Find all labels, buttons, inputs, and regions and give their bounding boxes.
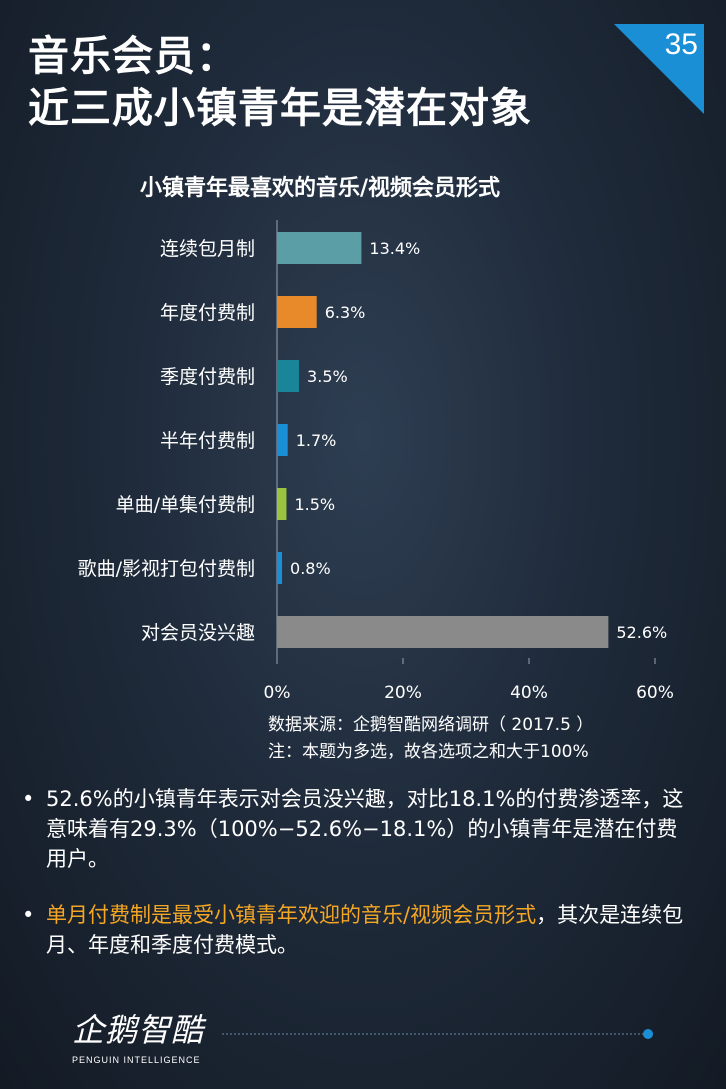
bar xyxy=(277,616,609,648)
data-label: 13.4% xyxy=(369,239,420,258)
footer-divider xyxy=(222,1029,653,1039)
page-title: 音乐会员： 近三成小镇青年是潜在对象 xyxy=(28,30,532,134)
data-label: 1.7% xyxy=(296,431,337,450)
data-label: 1.5% xyxy=(294,495,335,514)
bar xyxy=(277,424,288,456)
logo-name: 企鹅智酷 xyxy=(72,1011,205,1049)
category-label: 歌曲/影视打包付费制 xyxy=(78,558,255,580)
x-tick-label: 60% xyxy=(636,683,674,703)
bullet-icon: • xyxy=(22,787,35,811)
category-label: 连续包月制 xyxy=(160,238,255,260)
x-tick-label: 40% xyxy=(510,683,548,703)
bar xyxy=(277,360,300,392)
title-line-2: 近三成小镇青年是潜在对象 xyxy=(28,84,532,132)
insight-text-1: 52.6%的小镇青年表示对会员没兴趣，对比18.1%的付费渗透率，这意味着有29… xyxy=(46,787,684,871)
bar xyxy=(277,552,283,584)
category-label: 半年付费制 xyxy=(160,430,255,452)
x-tick-label: 20% xyxy=(384,683,422,703)
bullet-icon: • xyxy=(22,903,35,927)
source-line: 数据来源：企鹅智酷网络调研（ 2017.5 ） xyxy=(268,715,594,735)
note-line: 注：本题为多选，故各选项之和大于100% xyxy=(268,742,589,762)
page-corner-badge xyxy=(614,24,704,114)
page-number: 35 xyxy=(664,28,698,61)
category-label: 年度付费制 xyxy=(160,302,255,324)
bar-chart: 连续包月制 13.4% 年度付费制 6.3% 季度付费制 3.5% 半年付费制 1.7% 单曲/… xyxy=(78,220,674,703)
data-label: 0.8% xyxy=(290,559,331,578)
insight-item-2: • 单月付费制是最受小镇青年欢迎的音乐/视频会员形式，其次是连续包月、年度和季度… xyxy=(22,900,692,960)
insight-item-1: • 52.6%的小镇青年表示对会员没兴趣，对比18.1%的付费渗透率，这意味着有… xyxy=(22,784,692,874)
logo-subtitle: PENGUIN INTELLIGENCE xyxy=(72,1055,201,1065)
data-label: 6.3% xyxy=(325,303,366,322)
penguin-intelligence-logo: 企鹅智酷 PENGUIN INTELLIGENCE xyxy=(72,1005,212,1067)
bar xyxy=(277,232,362,264)
category-label: 对会员没兴趣 xyxy=(141,622,255,644)
insight-text-2: ，其次是连续包月、年度和季度付费模式。 xyxy=(46,903,684,957)
footer-dot-icon xyxy=(643,1029,653,1039)
insight-list: • 52.6%的小镇青年表示对会员没兴趣，对比18.1%的付费渗透率，这意味着有… xyxy=(22,784,692,986)
bar xyxy=(277,296,317,328)
chart-title: 小镇青年最喜欢的音乐/视频会员形式 xyxy=(139,176,501,201)
data-label: 52.6% xyxy=(616,623,667,642)
category-label: 季度付费制 xyxy=(160,366,255,388)
insight-highlight: 单月付费制是最受小镇青年欢迎的音乐/视频会员形式 xyxy=(46,903,537,927)
bar xyxy=(277,488,287,520)
category-label: 单曲/单集付费制 xyxy=(116,494,255,516)
corner-triangle-icon xyxy=(614,24,704,114)
data-label: 3.5% xyxy=(307,367,348,386)
data-source-note: 数据来源：企鹅智酷网络调研（ 2017.5 ） 注：本题为多选，故各选项之和大于… xyxy=(268,712,593,766)
title-line-1: 音乐会员： xyxy=(28,32,238,80)
x-tick-label: 0% xyxy=(264,683,291,703)
